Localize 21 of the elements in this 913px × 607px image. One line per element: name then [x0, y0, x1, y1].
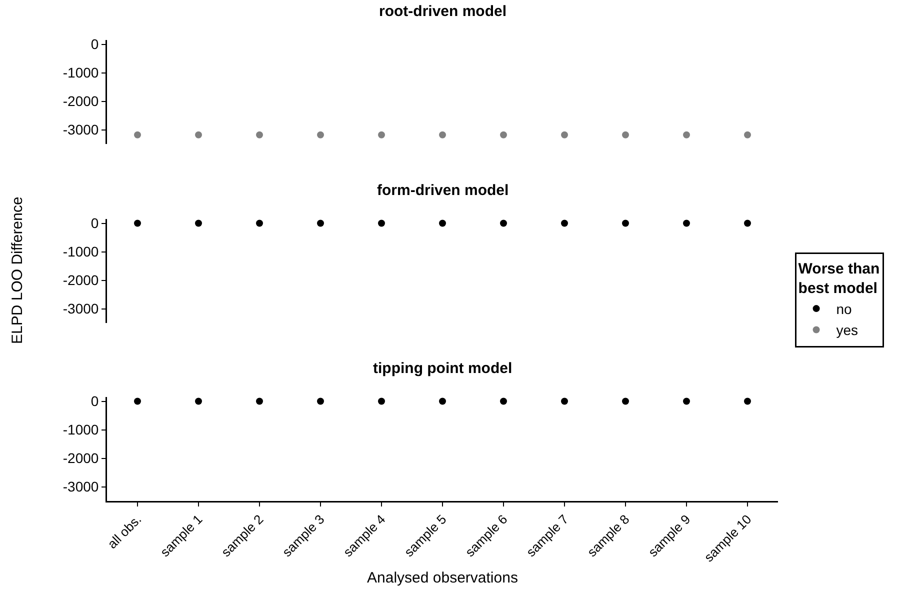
y-tick-label: -2000: [62, 450, 99, 466]
y-tick-label: 0: [90, 36, 99, 52]
y-tick-label: -2000: [62, 93, 99, 110]
y-tick-label: -1000: [62, 422, 99, 438]
legend-label: yes: [836, 322, 858, 338]
chart-title: tipping point model: [373, 360, 512, 377]
legend-title: Worse than best model: [798, 260, 880, 297]
y-tick-label: -3000: [62, 300, 99, 317]
chart-title: root-driven model: [379, 3, 507, 20]
y-tick-label: 0: [90, 215, 99, 232]
y-tick-label: -1000: [62, 244, 99, 260]
y-tick-label: -2000: [62, 272, 99, 288]
y-tick-label: -3000: [62, 478, 99, 495]
y-tick-label: -3000: [62, 122, 99, 138]
y-tick-label: 0: [90, 393, 99, 410]
y-axis-title: ELPD LOO Difference: [9, 196, 26, 344]
x-axis-title: Analysed observations: [367, 569, 518, 586]
legend-label: no: [836, 301, 852, 317]
x-tick-label: all obs.: [104, 512, 144, 552]
chart-title: form-driven model: [377, 182, 509, 199]
y-tick-label: -1000: [62, 64, 99, 81]
